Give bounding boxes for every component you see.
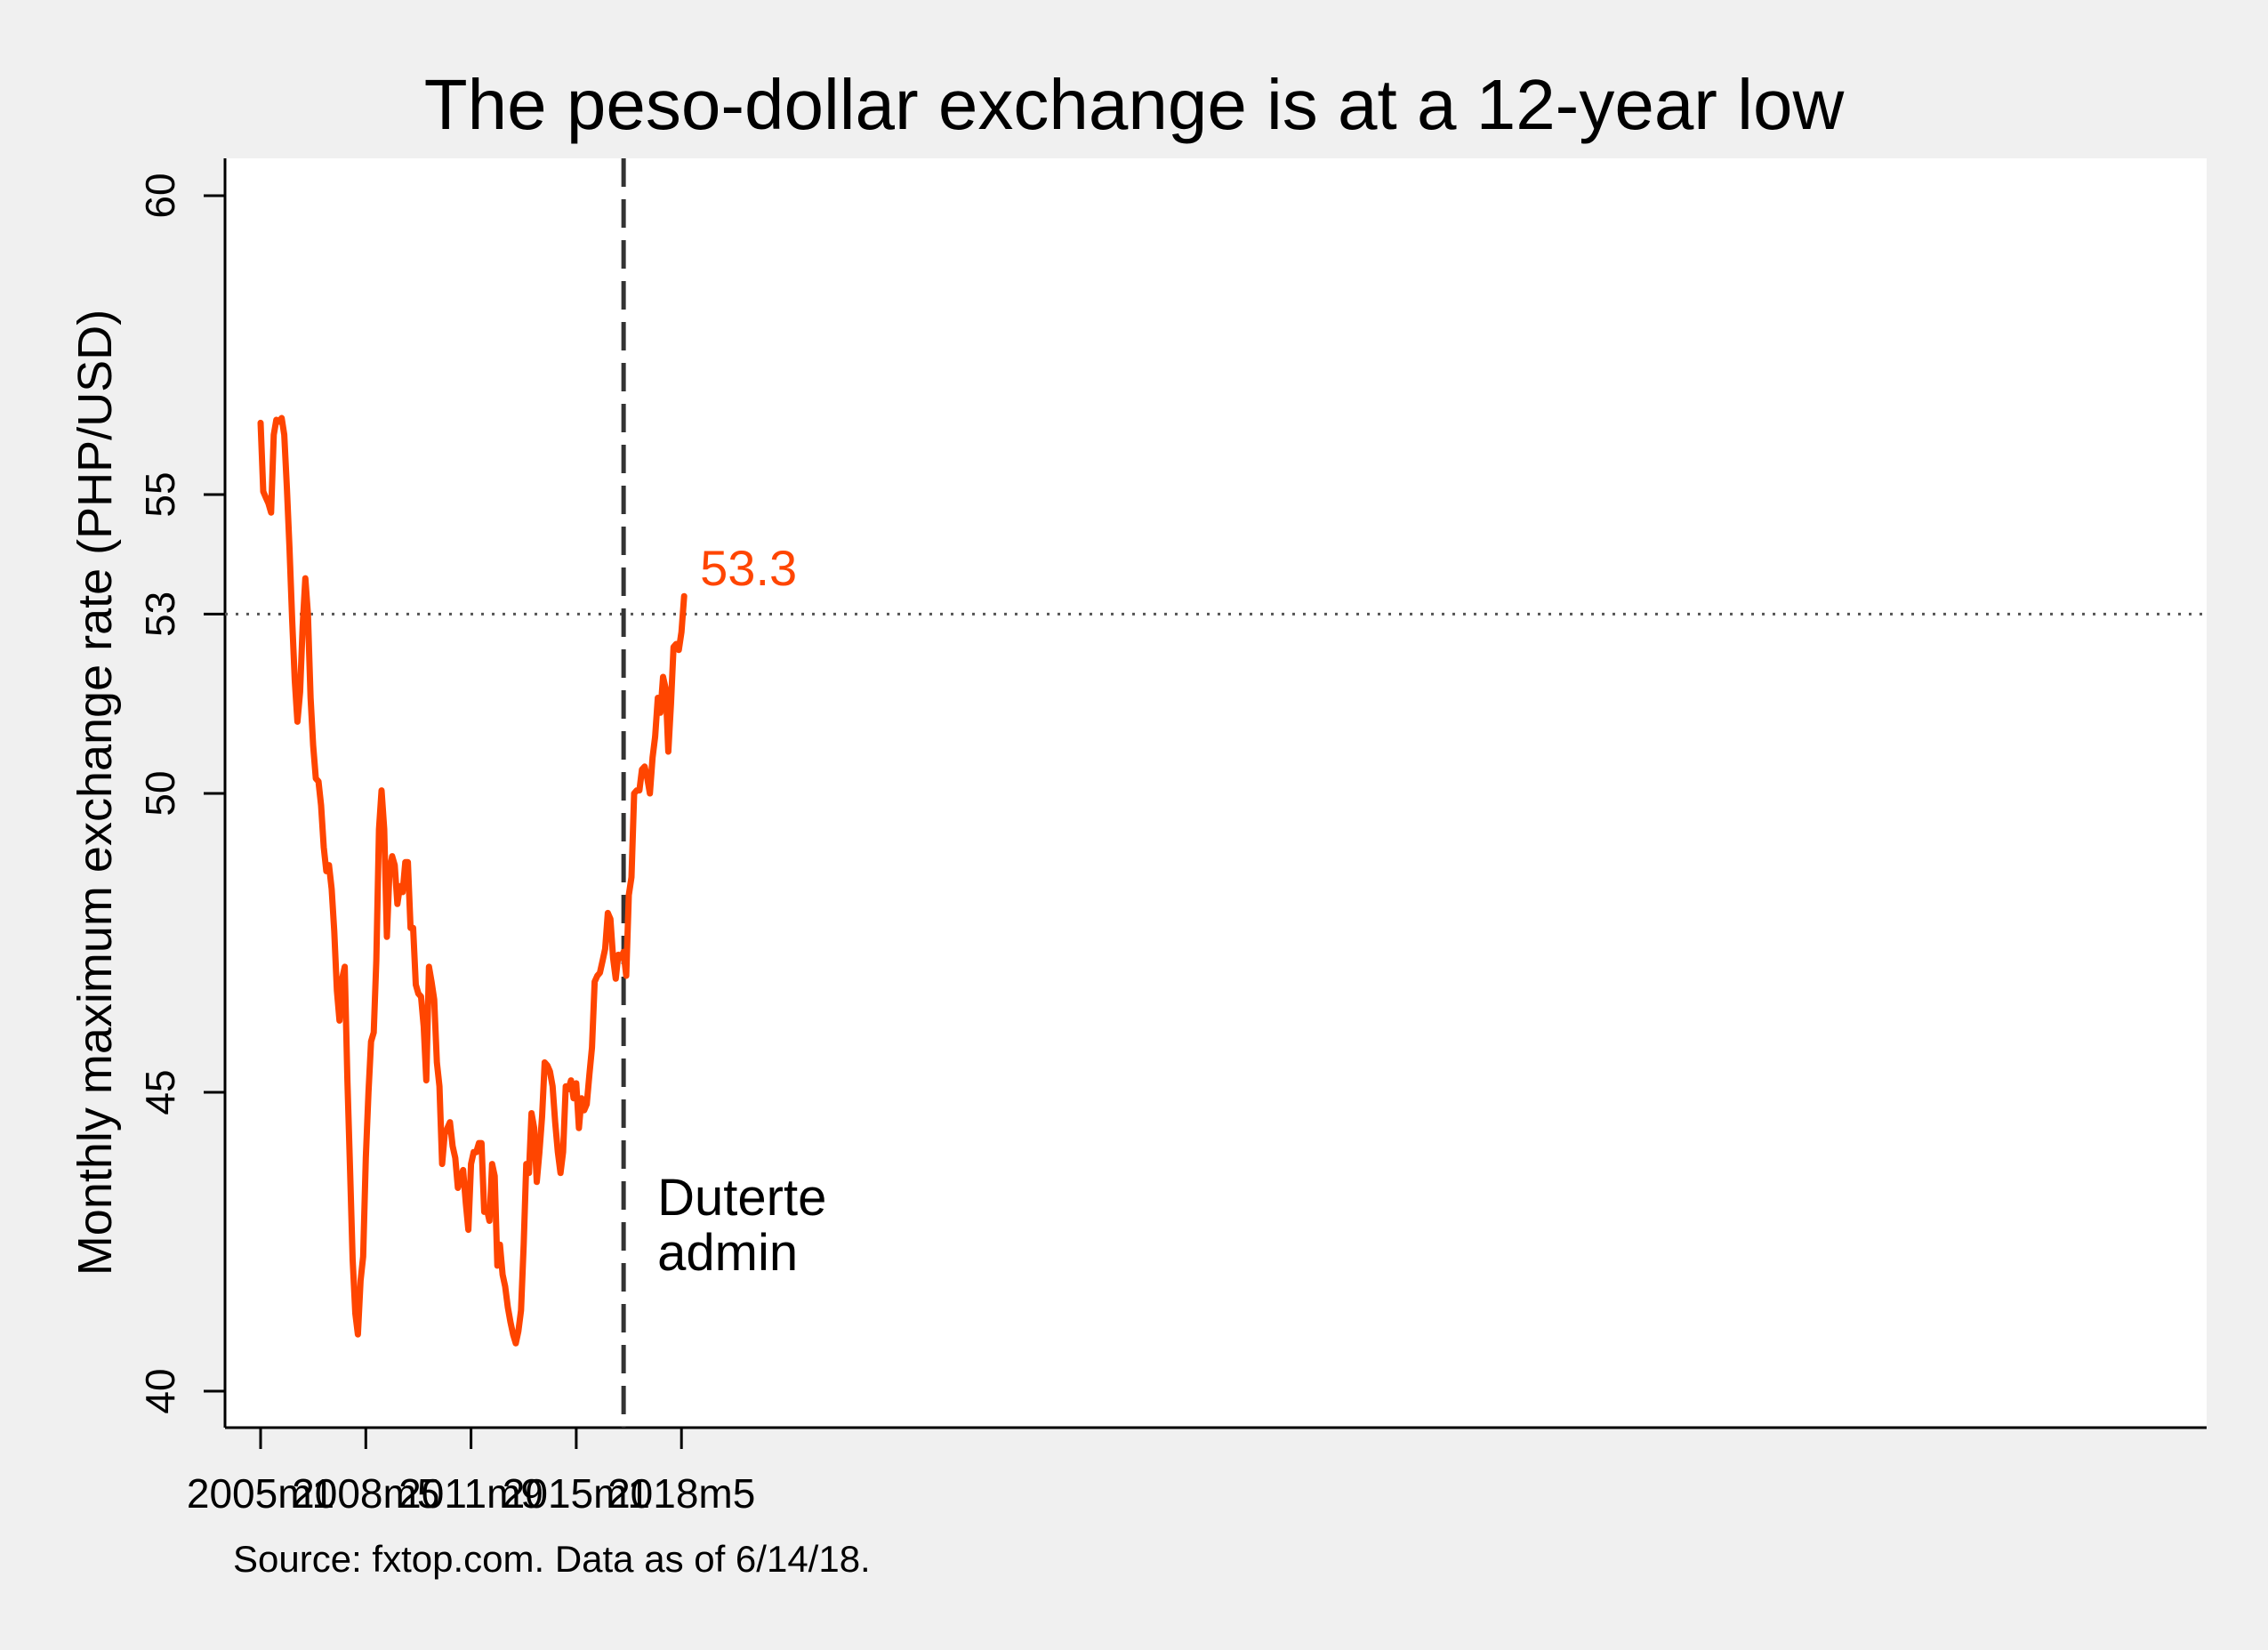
x-tick-label: 2005m1 (187, 1470, 334, 1517)
x-tick-label: 2011m9 (398, 1470, 543, 1517)
y-axis: 40 45 50 53 55 60 (137, 158, 227, 1428)
y-tick-label: 45 (137, 1069, 183, 1115)
plot-area (225, 158, 2207, 1428)
y-tick-label: 40 (137, 1368, 183, 1413)
source-note: Source: fxtop.com. Data as of 6/14/18. (233, 1538, 871, 1580)
x-tick-label: 2015m1 (503, 1470, 650, 1517)
y-tick-label: 50 (137, 770, 183, 816)
chart-title: The peso-dollar exchange is at a 12-year… (424, 65, 1845, 144)
y-axis-title: Monthly maximum exchange rate (PHP/USD) (68, 310, 122, 1276)
y-tick-label: 60 (137, 173, 183, 218)
x-tick-label: 2018m5 (607, 1470, 755, 1517)
duterte-label-line1: Duterte (657, 1169, 826, 1227)
y-tick-label: 55 (137, 471, 183, 517)
x-tick-label: 2008m5 (292, 1470, 439, 1517)
latest-value-label: 53.3 (700, 540, 797, 596)
y-tick-label: 53 (137, 592, 183, 637)
series-line-exchange-rate (257, 415, 688, 1347)
duterte-label-line2: admin (657, 1224, 798, 1282)
